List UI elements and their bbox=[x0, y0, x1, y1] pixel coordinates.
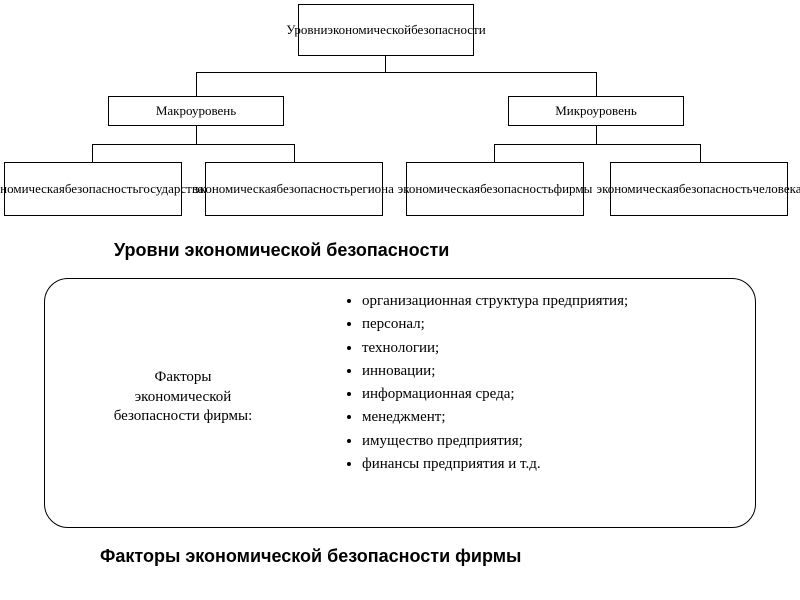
connector-1 bbox=[196, 72, 596, 73]
box-line: Уровни bbox=[286, 22, 327, 38]
connector-9 bbox=[494, 144, 700, 145]
connector-3 bbox=[596, 72, 597, 96]
level2-box-1: Микроуровень bbox=[508, 96, 684, 126]
box-line: экономическая bbox=[0, 181, 65, 197]
factors-label-line: Факторы bbox=[154, 369, 211, 385]
level3-box-3: экономическаябезопасностьчеловека bbox=[610, 162, 788, 216]
connector-11 bbox=[700, 144, 701, 162]
factors-label-line: экономической bbox=[135, 389, 232, 405]
factors-list: организационная структура предприятия;пе… bbox=[342, 290, 628, 476]
connector-0 bbox=[385, 56, 386, 72]
box-line: безопасность bbox=[480, 181, 554, 197]
box-line: безопасность bbox=[65, 181, 139, 197]
level3-box-0: экономическаябезопасностьгосударства bbox=[4, 162, 182, 216]
box-line: фирмы bbox=[554, 181, 593, 197]
box-line: региона bbox=[350, 181, 394, 197]
factors-list-item: финансы предприятия и т.д. bbox=[362, 453, 628, 476]
factors-list-item: инновации; bbox=[362, 360, 628, 383]
level3-box-1: экономическаябезопасностьрегиона bbox=[205, 162, 383, 216]
factors-list-item: менеджмент; bbox=[362, 406, 628, 429]
level2-box-0: Макроуровень bbox=[108, 96, 284, 126]
factors-label: Факторы экономической безопасности фирмы: bbox=[78, 368, 288, 427]
levels-title: Уровни экономической безопасности bbox=[114, 240, 449, 261]
connector-10 bbox=[494, 144, 495, 162]
root-box: Уровниэкономическойбезопасности bbox=[298, 4, 474, 56]
factors-list-item: информационная среда; bbox=[362, 383, 628, 406]
connector-8 bbox=[596, 126, 597, 144]
connector-2 bbox=[196, 72, 197, 96]
factors-list-item: персонал; bbox=[362, 313, 628, 336]
box-line: человека bbox=[752, 181, 800, 197]
factors-list-item: имущество предприятия; bbox=[362, 430, 628, 453]
factors-title: Факторы экономической безопасности фирмы bbox=[100, 546, 521, 567]
connector-4 bbox=[196, 126, 197, 144]
box-line: экономическая bbox=[194, 181, 276, 197]
box-line: экономическая bbox=[398, 181, 480, 197]
factors-list-item: технологии; bbox=[362, 337, 628, 360]
connector-7 bbox=[294, 144, 295, 162]
factors-label-line: безопасности фирмы: bbox=[114, 408, 253, 424]
box-line: безопасность bbox=[679, 181, 753, 197]
factors-list-item: организационная структура предприятия; bbox=[362, 290, 628, 313]
box-line: безопасности bbox=[411, 22, 486, 38]
box-line: экономической bbox=[327, 22, 411, 38]
connector-6 bbox=[92, 144, 93, 162]
connector-5 bbox=[92, 144, 294, 145]
box-line: экономическая bbox=[596, 181, 678, 197]
box-line: безопасность bbox=[277, 181, 351, 197]
level3-box-2: экономическаябезопасностьфирмы bbox=[406, 162, 584, 216]
